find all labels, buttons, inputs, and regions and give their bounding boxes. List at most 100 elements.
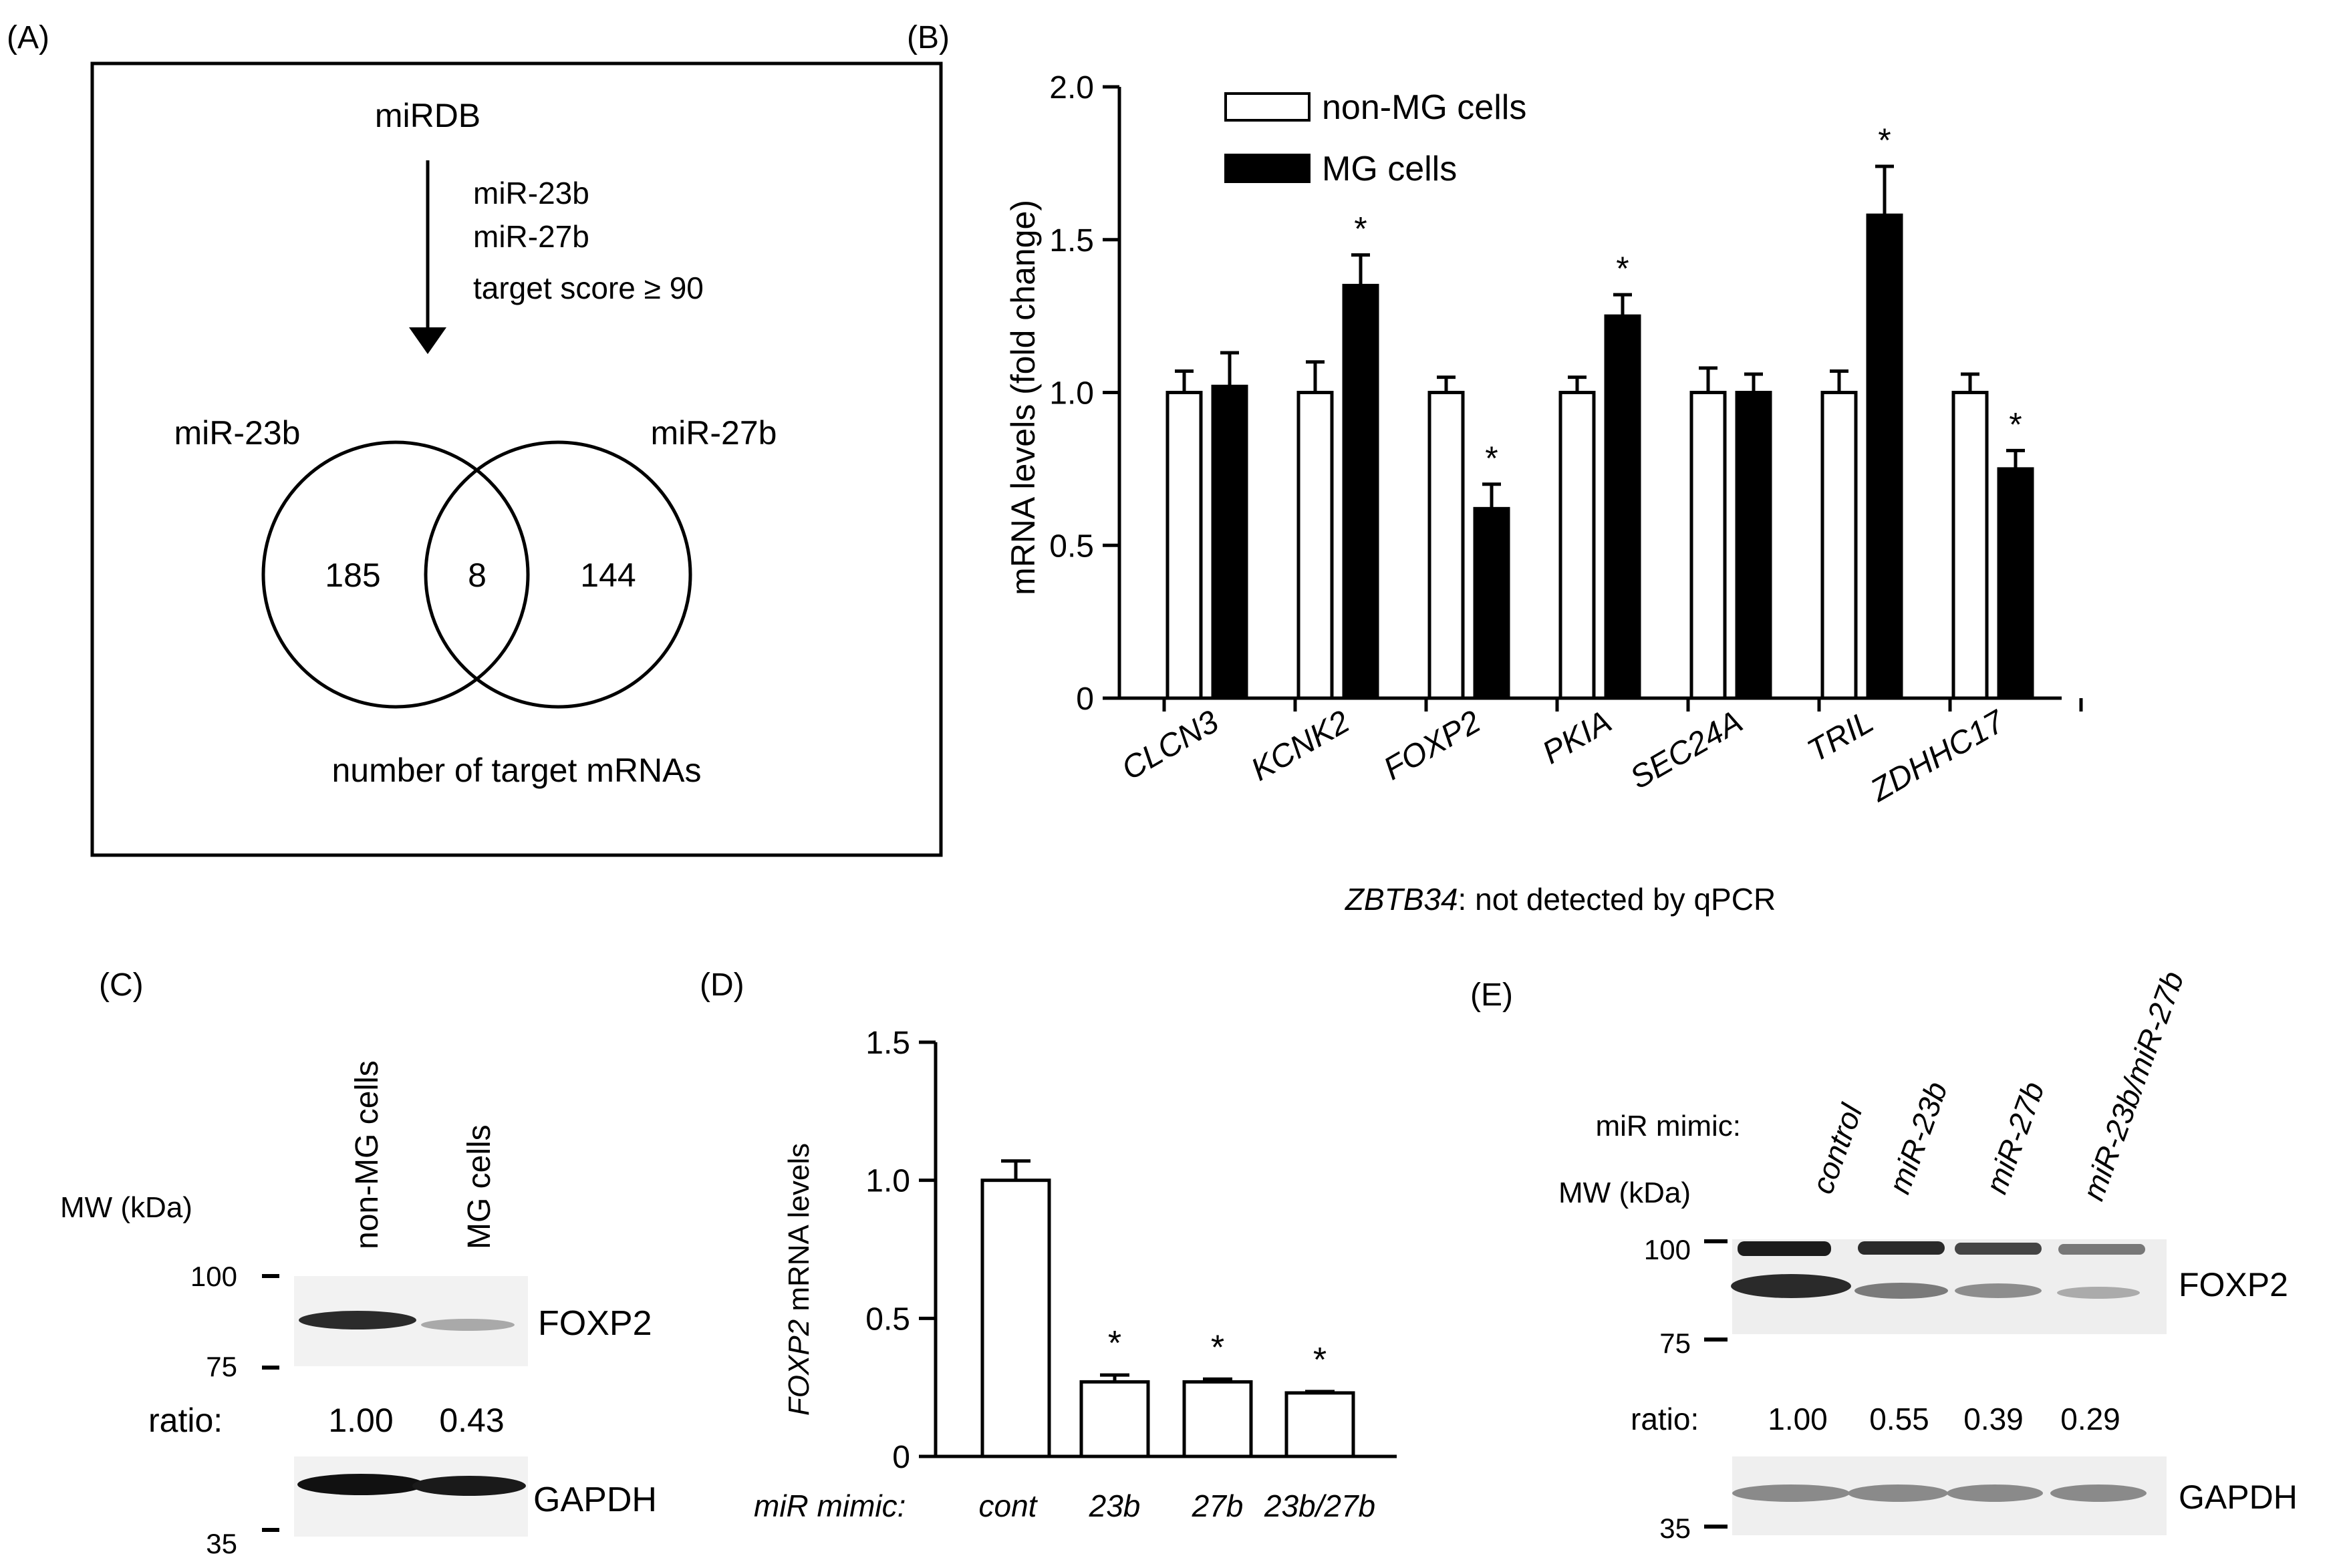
- e-foxp2-upper-band-mir27b: [1955, 1243, 2042, 1255]
- e-foxp2-upper-band-combo: [2058, 1244, 2145, 1255]
- e-lane-mir27b: miR-27b: [1979, 1077, 2051, 1198]
- chart-d-bar-23b-27b: [1284, 1391, 1355, 1458]
- e-foxp2-band-combo: [2057, 1287, 2140, 1299]
- chart-d-xlabel-23b: 23b: [1089, 1488, 1141, 1523]
- panel-e-label: (E): [1470, 977, 1513, 1013]
- chart-b-significance: *: [1616, 250, 1629, 287]
- e-ratio-control: 1.00: [1768, 1402, 1828, 1436]
- e-mw-35: 35: [1659, 1513, 1691, 1544]
- c-gapdh-label: GAPDH: [533, 1480, 657, 1519]
- e-mw-100: 100: [1644, 1234, 1691, 1265]
- panel-d: (D) FOXP2 mRNA levels 0 0.5 1.0 1.5 * * * miR…: [700, 967, 1397, 1523]
- panel-c: (C) non-MG cells MG cells MW (kDa) 100 7…: [60, 967, 657, 1559]
- e-ratio-label: ratio:: [1631, 1402, 1699, 1436]
- chart-b-xlabel-kcnk2: KCNK2: [1245, 704, 1355, 788]
- footnote-text: : not detected by qPCR: [1458, 882, 1776, 917]
- e-gapdh-band-combo: [2050, 1484, 2147, 1502]
- e-foxp2-label: FOXP2: [2179, 1266, 2288, 1303]
- panel-a: (A) miRDB miR-23b miR-27b target score ≥…: [7, 20, 943, 857]
- chart-b-bar-non-mg-kcnk2: [1296, 391, 1334, 700]
- c-mw-label: MW (kDa): [60, 1191, 192, 1224]
- chart-d-ytick-label: 1.0: [865, 1164, 910, 1199]
- e-gapdh-band-control: [1732, 1484, 1850, 1502]
- chart-b-bars: * * * * *: [1165, 122, 2034, 700]
- chart-b-significance: *: [2009, 406, 2022, 443]
- chart-d-bar-cont: [980, 1179, 1051, 1458]
- chart-b-xlabel-clcn3: CLCN3: [1116, 703, 1225, 787]
- chart-b-ytick-label: 0: [1076, 681, 1094, 717]
- c-mw-100: 100: [190, 1261, 237, 1292]
- c-gapdh-band-non-mg: [297, 1474, 424, 1495]
- criteria-line-3: target score ≥ 90: [473, 271, 704, 305]
- e-lane-mir23b-mir27b: miR-23b/miR-27b: [2076, 967, 2191, 1205]
- e-mw-label: MW (kDa): [1558, 1177, 1691, 1209]
- e-ratio-mir27b: 0.39: [1963, 1402, 2024, 1436]
- chart-d-bar-27b: [1182, 1380, 1253, 1458]
- panel-a-frame: [90, 61, 943, 857]
- venn-count-overlap: 8: [468, 557, 487, 594]
- chart-b-bar-non-mg-foxp2: [1427, 391, 1465, 700]
- chart-b-bar-mg-foxp2: [1473, 506, 1510, 700]
- c-ratio-label: ratio:: [148, 1402, 223, 1439]
- d-mimic-label: miR mimic:: [754, 1488, 906, 1523]
- chart-b-ytick-label: 0.5: [1049, 528, 1094, 564]
- lane-label-non-mg: non-MG cells: [350, 1060, 385, 1249]
- e-foxp2-upper-band-control: [1738, 1241, 1831, 1256]
- chart-d-xlabel-27b: 27b: [1192, 1488, 1244, 1523]
- e-lane-mir23b: miR-23b: [1882, 1077, 1954, 1198]
- e-gapdh-band-mir27b: [1947, 1484, 2043, 1502]
- e-mimic-label: miR mimic:: [1595, 1110, 1741, 1142]
- c-gapdh-blot: [294, 1456, 528, 1537]
- chart-b-ylabel: mRNA levels (fold change): [1004, 200, 1042, 595]
- mirdb-label: miRDB: [375, 97, 480, 134]
- lane-label-mg: MG cells: [462, 1124, 497, 1249]
- chart-b-significance: *: [1354, 210, 1367, 248]
- chart-d-ylabel: FOXP2 mRNA levels: [783, 1143, 815, 1416]
- panel-b: (B) mRNA levels (fold change) 0 0.5 1.0 1.5…: [907, 20, 2083, 917]
- footnote-not-detected: ZBTB34: not detected by qPCR: [1345, 882, 1776, 917]
- venn-caption: number of target mRNAs: [332, 752, 702, 789]
- chart-d-ytick-label: 0.5: [865, 1301, 910, 1337]
- chart-d-significance: *: [1211, 1328, 1224, 1367]
- criteria-line-1: miR-23b: [473, 176, 589, 210]
- c-mw-75: 75: [206, 1351, 237, 1382]
- venn-label-mir27b: miR-27b: [651, 414, 777, 452]
- c-gapdh-band-mg: [412, 1476, 526, 1496]
- chart-b-bar-non-mg-sec24a: [1689, 391, 1727, 700]
- chart-b-ytick-label: 2.0: [1049, 70, 1094, 106]
- chart-d-ylabel-rest: mRNA levels: [783, 1143, 815, 1319]
- chart-b-significance: *: [1878, 122, 1891, 159]
- e-lane-control: control: [1805, 1098, 1870, 1198]
- chart-b-bar-non-mg-tril: [1820, 391, 1858, 700]
- e-ratio-combo: 0.29: [2060, 1402, 2120, 1436]
- e-gapdh-band-mir23b: [1848, 1484, 1948, 1502]
- c-foxp2-band-mg: [421, 1319, 515, 1331]
- c-mw-35: 35: [206, 1528, 237, 1559]
- chart-b-significance: *: [1485, 440, 1498, 477]
- e-foxp2-band-mir23b: [1854, 1283, 1948, 1299]
- e-foxp2-band-control: [1731, 1274, 1851, 1298]
- panel-e: (E) miR mimic: MW (kDa) control miR-23b …: [1470, 967, 2298, 1544]
- down-arrow-icon: [409, 327, 446, 354]
- footnote-gene: ZBTB34: [1345, 882, 1458, 917]
- panel-b-label: (B): [907, 20, 950, 55]
- chart-b-xlabel-tril: TRIL: [1802, 704, 1880, 770]
- venn-label-mir23b: miR-23b: [174, 414, 301, 452]
- panel-c-label: (C): [99, 967, 144, 1003]
- chart-b-ytick-label: 1.0: [1049, 376, 1094, 412]
- panel-a-label: (A): [7, 20, 49, 55]
- chart-b-bar-non-mg-pkia: [1558, 391, 1596, 700]
- criteria-line-2: miR-27b: [473, 219, 589, 254]
- chart-d-ylabel-gene: FOXP2: [783, 1319, 815, 1416]
- chart-d-xlabel-23b-27b: 23b/27b: [1264, 1488, 1375, 1523]
- chart-b-axis: 0 0.5 1.0 1.5 2.0: [1049, 70, 2083, 717]
- chart-d-ytick-label: 0: [892, 1440, 910, 1475]
- chart-b-xlabel-foxp2: FOXP2: [1378, 704, 1487, 788]
- chart-d-bars: * * *: [980, 1159, 1355, 1458]
- legend-label-non-mg: non-MG cells: [1322, 88, 1526, 127]
- chart-b-bar-mg-sec24a: [1735, 391, 1772, 700]
- chart-b-xlabel-pkia: PKIA: [1536, 704, 1617, 772]
- e-mw-75: 75: [1659, 1327, 1691, 1359]
- chart-b-bar-mg-clcn3: [1211, 384, 1248, 700]
- e-ratio-mir23b: 0.55: [1869, 1402, 1929, 1436]
